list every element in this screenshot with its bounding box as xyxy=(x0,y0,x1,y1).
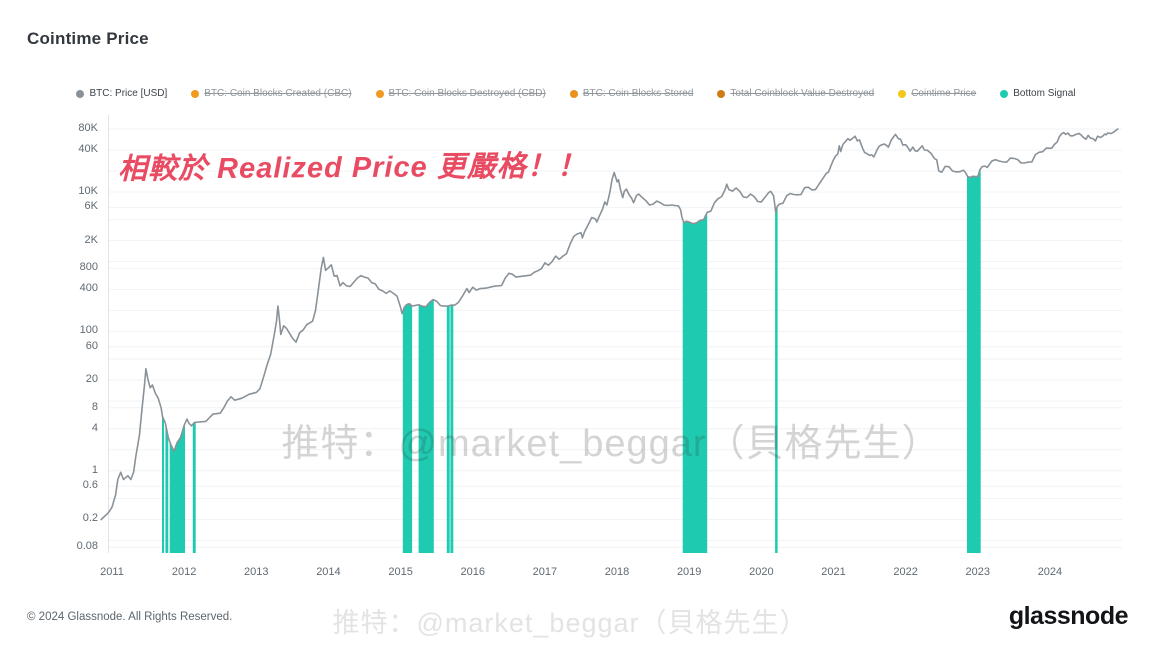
legend-item-label: Cointime Price xyxy=(911,88,977,99)
x-tick-label: 2023 xyxy=(965,566,991,578)
copyright-text: © 2024 Glassnode. All Rights Reserved. xyxy=(27,611,233,623)
legend-item-5[interactable]: Cointime Price xyxy=(898,88,976,99)
watermark-center: 推特：@market_beggar（貝格先生） xyxy=(281,423,941,465)
legend-dot-icon xyxy=(717,89,726,98)
x-tick-label: 2012 xyxy=(171,566,197,578)
bottom-signal-bar[interactable] xyxy=(162,413,164,554)
x-tick-label: 2011 xyxy=(100,566,124,578)
legend-dot-icon xyxy=(76,89,85,98)
legend-item-label: BTC: Coin Blocks Created (CBC) xyxy=(204,88,352,99)
y-tick-label: 0.2 xyxy=(82,512,98,525)
bottom-signal-bar[interactable] xyxy=(165,423,169,553)
x-tick-label: 2021 xyxy=(821,566,846,578)
legend-item-label: BTC: Price [USD] xyxy=(89,88,168,99)
x-tick-label: 2024 xyxy=(1037,566,1063,578)
y-tick-label: 80K xyxy=(78,122,98,134)
legend-dot-icon xyxy=(191,89,200,98)
x-tick-label: 2014 xyxy=(316,566,341,578)
legend-item-label: BTC: Coin Blocks Destroyed (CBD) xyxy=(388,88,546,99)
bottom-signal-bar[interactable] xyxy=(192,422,196,553)
bottom-signal-bar[interactable] xyxy=(402,303,413,553)
y-tick-label: 6K xyxy=(84,200,98,213)
y-tick-label: 100 xyxy=(79,324,98,337)
btc-price-line[interactable] xyxy=(100,128,1119,521)
bottom-signal-bar[interactable] xyxy=(450,305,454,553)
legend-item-2[interactable]: BTC: Coin Blocks Destroyed (CBD) xyxy=(375,88,546,99)
y-tick-label: 2K xyxy=(84,233,98,246)
y-tick-label: 10K xyxy=(78,184,98,197)
x-tick-label: 2013 xyxy=(244,566,269,578)
y-tick-label: 0.6 xyxy=(82,479,98,492)
bottom-signal-bar[interactable] xyxy=(446,305,450,554)
y-tick-label: 1 xyxy=(91,463,98,476)
x-tick-label: 2019 xyxy=(676,566,702,578)
x-tick-label: 2017 xyxy=(532,566,558,578)
y-tick-label: 60 xyxy=(85,339,98,352)
legend-dot-icon xyxy=(898,89,907,98)
bottom-signal-bar[interactable] xyxy=(775,206,778,553)
watermark-bottom: 推特：@market_beggar（貝格先生） xyxy=(332,608,808,638)
x-tick-label: 2022 xyxy=(893,566,918,578)
chart-legend: BTC: Price [USD] BTC: Coin Blocks Created… xyxy=(0,88,1152,99)
legend-item-0[interactable]: BTC: Price [USD] xyxy=(76,88,167,99)
y-tick-label: 400 xyxy=(79,282,98,295)
bottom-signal-bar[interactable] xyxy=(169,423,185,553)
x-tick-label: 2018 xyxy=(604,566,630,578)
legend-dot-icon xyxy=(569,89,578,98)
y-tick-label: 0.08 xyxy=(76,540,98,553)
y-tick-label: 40K xyxy=(78,142,98,155)
y-tick-label: 8 xyxy=(91,400,98,413)
glassnode-logo: glassnode xyxy=(1008,602,1129,630)
handwritten-annotation: 相較於 Realized Price 更嚴格！！ xyxy=(117,150,587,186)
y-axis-labels: 80K 40K 10K 6K 2K 800 400 100 60 20 8 4 1 0.6 0.2 0.08 xyxy=(40,0,98,648)
legend-item-label: BTC: Coin Blocks Stored xyxy=(582,88,694,99)
bottom-signal-bar[interactable] xyxy=(418,299,434,553)
legend-item-3[interactable]: BTC: Coin Blocks Stored xyxy=(569,88,694,99)
legend-dot-icon xyxy=(1000,89,1009,98)
y-tick-label: 20 xyxy=(85,373,98,386)
page-title: Cointime Price xyxy=(27,29,149,48)
x-tick-label: 2015 xyxy=(388,566,413,578)
legend-dot-icon xyxy=(375,89,384,98)
y-tick-label: 4 xyxy=(91,421,98,434)
legend-item-4[interactable]: Total Coinblock Value Destroyed xyxy=(717,88,874,99)
x-tick-label: 2020 xyxy=(749,566,774,578)
legend-item-1[interactable]: BTC: Coin Blocks Created (CBC) xyxy=(191,88,352,99)
x-tick-label: 2016 xyxy=(460,566,485,578)
bottom-signal-bar[interactable] xyxy=(967,168,981,553)
legend-item-6[interactable]: Bottom Signal xyxy=(1000,88,1076,99)
legend-item-label: Total Coinblock Value Destroyed xyxy=(730,88,875,99)
y-tick-label: 800 xyxy=(79,261,98,274)
legend-item-label: Bottom Signal xyxy=(1013,88,1076,99)
x-axis-labels: 2011 2012 2013 2014 2015 2016 2017 2018 2019 2020… xyxy=(0,566,1152,586)
bottom-signal-bar[interactable] xyxy=(682,212,708,554)
